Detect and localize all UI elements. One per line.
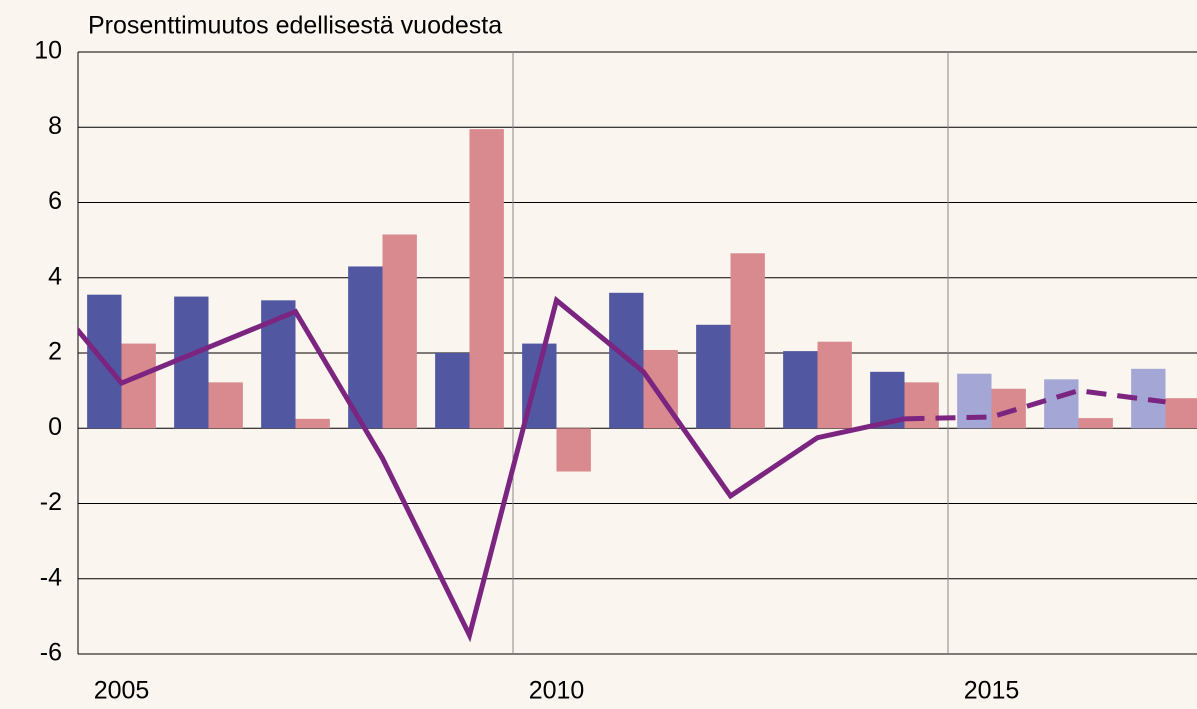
y-tick-label: -6 bbox=[40, 639, 62, 667]
bar bbox=[1165, 398, 1197, 429]
bar bbox=[348, 266, 383, 429]
bar bbox=[121, 343, 156, 429]
y-tick-label: 6 bbox=[48, 187, 62, 215]
x-tick-label: 2005 bbox=[94, 677, 150, 705]
line bbox=[78, 295, 906, 643]
bar bbox=[174, 296, 209, 429]
y-tick-label: -4 bbox=[40, 563, 62, 591]
y-tick-label: 2 bbox=[48, 338, 62, 366]
y-tick-label: 10 bbox=[34, 37, 62, 65]
x-tick-label: 2015 bbox=[964, 677, 1020, 705]
bar bbox=[817, 341, 852, 429]
chart-title: Prosenttimuutos edellisestä vuodesta bbox=[88, 12, 502, 40]
bar bbox=[730, 253, 765, 429]
bar bbox=[556, 428, 591, 472]
bar bbox=[991, 388, 1026, 429]
bar bbox=[904, 382, 939, 429]
y-tick-label: -2 bbox=[40, 488, 62, 516]
bar bbox=[696, 324, 731, 429]
bar bbox=[1044, 379, 1079, 429]
bar bbox=[382, 234, 417, 429]
bar bbox=[957, 373, 992, 429]
x-tick-label: 2010 bbox=[529, 677, 585, 705]
bar bbox=[435, 353, 470, 429]
bar bbox=[208, 382, 243, 429]
bar bbox=[295, 418, 330, 429]
bar bbox=[469, 129, 504, 429]
y-tick-label: 0 bbox=[48, 413, 62, 441]
y-tick-label: 4 bbox=[48, 262, 62, 290]
bar bbox=[783, 351, 818, 429]
line bbox=[904, 388, 1166, 422]
bar bbox=[1078, 418, 1113, 429]
y-tick-label: 8 bbox=[48, 112, 62, 140]
